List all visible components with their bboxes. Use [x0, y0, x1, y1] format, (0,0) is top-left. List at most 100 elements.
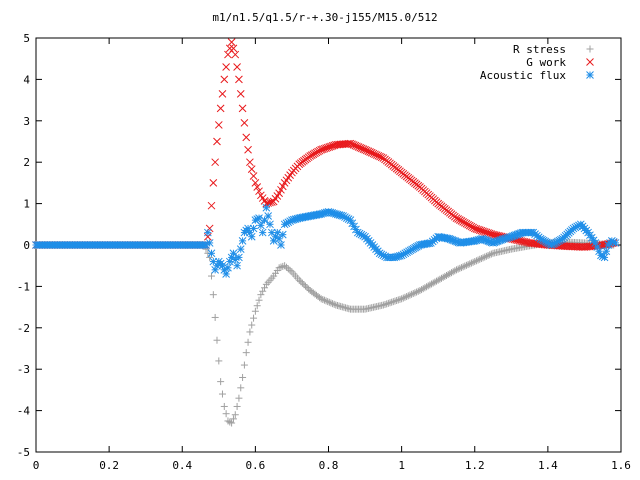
data-point: [224, 50, 232, 59]
data-point: [228, 419, 236, 427]
data-point: [322, 297, 330, 305]
data-point: [406, 291, 414, 299]
data-point: [454, 265, 462, 273]
data-point: [388, 298, 396, 306]
legend-label: R stress: [513, 43, 566, 56]
data-point: [224, 263, 232, 272]
data-point: [482, 252, 490, 260]
x-tick-label: 0.6: [245, 459, 265, 472]
data-point: [209, 179, 218, 187]
data-point: [259, 287, 267, 295]
data-point: [236, 245, 245, 253]
data-point: [222, 410, 230, 418]
data-point: [242, 133, 251, 142]
data-point: [231, 50, 240, 59]
data-point: [457, 264, 465, 272]
data-point: [479, 254, 487, 262]
data-point: [247, 232, 256, 241]
data-point: [399, 294, 407, 302]
data-point: [329, 300, 337, 308]
data-point: [217, 378, 225, 386]
data-point: [261, 284, 269, 292]
data-point: [250, 314, 258, 322]
data-point: [258, 228, 267, 237]
data-point: [248, 321, 256, 329]
data-point: [600, 253, 609, 262]
data-series: [32, 38, 620, 427]
data-point: [207, 249, 216, 258]
y-tick-label: 1: [23, 198, 30, 211]
data-point: [319, 296, 327, 304]
data-point: [244, 145, 252, 154]
data-point: [403, 293, 411, 301]
data-point: [207, 201, 216, 210]
data-point: [211, 313, 219, 321]
data-point: [327, 299, 335, 307]
data-point: [394, 296, 402, 304]
data-point: [235, 253, 243, 262]
data-point: [593, 243, 602, 251]
data-point: [393, 297, 401, 305]
data-point: [298, 279, 306, 287]
data-point: [220, 402, 228, 410]
data-point: [487, 250, 495, 258]
data-point: [451, 267, 459, 275]
data-point: [396, 295, 404, 303]
x-tick-label: 1.6: [611, 459, 631, 472]
data-point: [317, 295, 325, 303]
data-point: [398, 295, 406, 303]
data-point: [253, 183, 262, 191]
data-point: [255, 187, 263, 196]
data-point: [602, 247, 611, 256]
data-point: [240, 119, 249, 127]
data-point: [205, 224, 214, 233]
data-point: [350, 222, 358, 231]
data-point: [281, 262, 289, 270]
data-point: [284, 265, 292, 273]
data-point: [213, 336, 221, 344]
data-point: [464, 261, 472, 269]
data-point: [411, 289, 419, 297]
data-point: [209, 291, 217, 299]
data-point: [297, 278, 305, 286]
y-tick-label: 3: [23, 115, 30, 128]
x-tick-label: 0.8: [319, 459, 339, 472]
data-point: [237, 384, 245, 392]
data-point: [282, 263, 290, 271]
data-point: [461, 262, 469, 270]
data-point: [229, 249, 238, 258]
data-point: [414, 287, 422, 295]
data-point: [384, 299, 392, 307]
y-tick-label: -3: [17, 363, 30, 376]
data-point: [224, 417, 232, 425]
data-point: [456, 264, 464, 272]
data-point: [477, 255, 485, 263]
data-point: [262, 203, 271, 212]
data-point: [225, 44, 234, 53]
data-point: [401, 293, 409, 301]
data-point: [469, 258, 477, 266]
data-point: [251, 307, 259, 315]
data-point: [324, 298, 332, 306]
data-point: [391, 297, 399, 305]
data-point: [229, 44, 238, 53]
x-tick-label: 1.4: [538, 459, 558, 472]
data-point: [249, 224, 258, 233]
data-point: [211, 265, 220, 274]
data-point: [246, 328, 254, 336]
data-point: [264, 212, 273, 220]
data-point: [474, 256, 482, 264]
data-point: [218, 390, 226, 398]
data-point: [275, 264, 283, 272]
data-point: [246, 158, 254, 167]
data-point: [302, 282, 310, 290]
data-point: [216, 104, 225, 113]
data-point: [386, 299, 394, 307]
data-point: [300, 281, 308, 289]
data-point: [214, 121, 223, 129]
x-tick-label: 0: [33, 459, 40, 472]
data-point: [205, 239, 214, 247]
legend-label: G work: [526, 56, 566, 69]
data-point: [383, 300, 391, 308]
